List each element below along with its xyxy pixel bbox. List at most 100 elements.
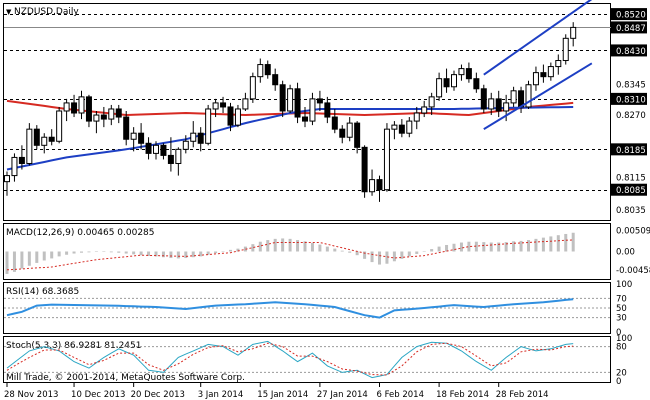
candle-bull xyxy=(108,108,115,120)
macd-histogram-bar xyxy=(87,251,91,253)
macd-histogram-bar xyxy=(355,251,359,256)
candle-bear xyxy=(167,154,174,164)
candle-bear xyxy=(48,136,55,142)
trend-channel-lower xyxy=(483,62,593,131)
macd-histogram-bar xyxy=(57,251,61,257)
macd-histogram-bar xyxy=(229,249,232,252)
candle-bull xyxy=(26,128,33,164)
level-label: 0.8520 xyxy=(616,11,646,21)
candle-bear xyxy=(18,156,25,164)
macd-panel-frame xyxy=(3,223,611,280)
macd-histogram-bar xyxy=(296,240,300,252)
macd-histogram-bar xyxy=(527,240,530,252)
candle-bear xyxy=(71,102,78,114)
main-price-layer: 0.8520 0.8487 0.8430 0.8345 0.8310 0.8270 0.81… xyxy=(4,0,647,216)
watermark-text: Mill Trade, © 2001-2014, MetaQuotes Soft… xyxy=(6,373,245,383)
level-label-box xyxy=(611,143,647,156)
candle-bull xyxy=(391,124,398,130)
candle-bull xyxy=(570,26,577,39)
macd-histogram-bar xyxy=(400,251,404,259)
macd-histogram-bar xyxy=(482,242,486,252)
stoch-panel-frame xyxy=(3,336,611,383)
macd-histogram-bar xyxy=(72,251,76,254)
stoch-signal-line xyxy=(6,342,574,376)
stoch-label: Stoch(5,3,3) 86.9281 81.2451 xyxy=(6,341,141,351)
macd-histogram-bar xyxy=(407,251,411,257)
candle-bull xyxy=(555,60,562,68)
x-tick-label: 27 Jan 2014 xyxy=(317,390,368,400)
macd-histogram-bar xyxy=(370,251,374,263)
x-tick-label: 15 Jan 2014 xyxy=(257,390,308,400)
candle-bull xyxy=(451,74,457,88)
x-tick-label: 28 Feb 2014 xyxy=(496,390,549,400)
candle-bear xyxy=(272,74,279,86)
macd-histogram-bar xyxy=(102,251,106,252)
macd-histogram-bar xyxy=(534,238,538,252)
candle-bull xyxy=(190,132,197,142)
rsi-tick-label: 0 xyxy=(616,328,621,338)
macd-histogram-bar xyxy=(199,251,203,257)
candle-bear xyxy=(294,88,301,118)
price-tick-label: 0.8270 xyxy=(616,111,646,121)
stoch-main-line xyxy=(6,340,574,379)
macd-histogram-bar xyxy=(80,251,83,253)
macd-histogram-bar xyxy=(474,241,478,252)
candle-bear xyxy=(302,116,308,122)
stoch-tick-label: 100 xyxy=(616,334,632,344)
candle-bull xyxy=(562,37,569,62)
macd-histogram-bar xyxy=(430,249,434,252)
candle-bull xyxy=(488,98,495,110)
macd-histogram-bar xyxy=(266,240,270,252)
candle-bull xyxy=(525,84,532,108)
candle-bull xyxy=(458,68,465,76)
macd-histogram-bar xyxy=(94,251,98,252)
candle-bear xyxy=(123,116,130,140)
candle-bull xyxy=(503,102,510,112)
candle-bear xyxy=(160,144,167,156)
x-tick-label: 3 Jan 2014 xyxy=(198,390,244,400)
macd-layer: 0.00509 0.00 -0.00458 xyxy=(5,227,650,276)
macd-histogram-bar xyxy=(169,251,173,259)
candle-bull xyxy=(346,122,353,138)
x-tick-label: 18 Feb 2014 xyxy=(436,390,489,400)
main-panel-frame xyxy=(3,3,611,221)
level-label-box xyxy=(611,92,647,105)
candle-bear xyxy=(480,88,487,110)
level-label: 0.8185 xyxy=(616,146,646,156)
rsi-tick-label: 70 xyxy=(616,294,627,304)
level-label-box xyxy=(611,8,647,21)
macd-histogram-bar xyxy=(437,246,441,252)
macd-histogram-bar xyxy=(325,246,329,252)
macd-histogram-bar xyxy=(243,246,247,252)
macd-histogram-bar xyxy=(564,233,568,252)
macd-histogram-bar xyxy=(273,238,277,252)
rsi-tick-label: 100 xyxy=(616,280,632,290)
macd-histogram-bar xyxy=(288,238,292,252)
candle-bull xyxy=(547,66,554,78)
macd-histogram-bar xyxy=(497,242,501,252)
level-label: 0.8085 xyxy=(616,186,646,196)
macd-histogram-bar xyxy=(139,251,143,256)
candle-bull xyxy=(205,108,212,144)
x-tick-label: 10 Dec 2013 xyxy=(71,390,125,400)
candle-bear xyxy=(376,179,383,191)
candle-bull xyxy=(4,175,10,183)
candle-bull xyxy=(212,102,219,110)
candle-bull xyxy=(153,144,159,154)
candle-bear xyxy=(316,98,323,104)
level-label-box xyxy=(611,183,647,196)
candle-bull xyxy=(532,72,539,86)
macd-tick-label: 0.00 xyxy=(616,248,635,258)
candle-bear xyxy=(540,72,547,78)
candle-bull xyxy=(41,136,48,146)
macd-histogram-bar xyxy=(20,251,24,269)
macd-histogram-bar xyxy=(132,251,136,255)
candle-bear xyxy=(85,96,92,122)
candle-bull xyxy=(93,114,100,122)
macd-histogram-bar xyxy=(154,251,158,257)
candle-bear xyxy=(473,78,480,90)
level-label: 0.8310 xyxy=(616,95,646,105)
